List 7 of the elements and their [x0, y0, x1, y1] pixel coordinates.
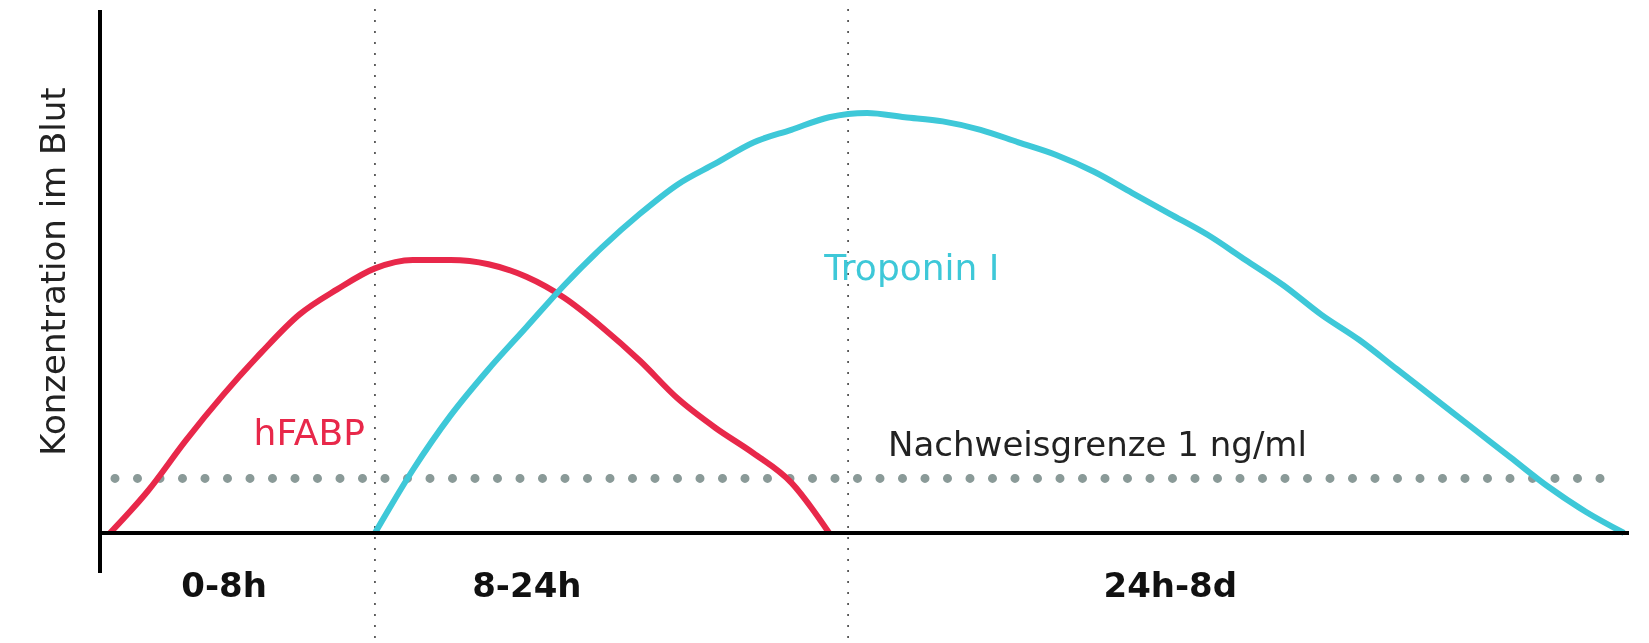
ref-line-label: Nachweisgrenze 1 ng/ml — [888, 424, 1307, 465]
y-axis-title: Konzentration im Blut — [33, 87, 73, 456]
series-label: hFABP — [253, 411, 365, 453]
x-tick-label: 8-24h — [472, 565, 582, 606]
text: Troponin I — [823, 247, 1000, 289]
x-tick-label: 24h-8d — [1103, 565, 1238, 606]
x-tick-label: 0-8h — [181, 565, 267, 606]
